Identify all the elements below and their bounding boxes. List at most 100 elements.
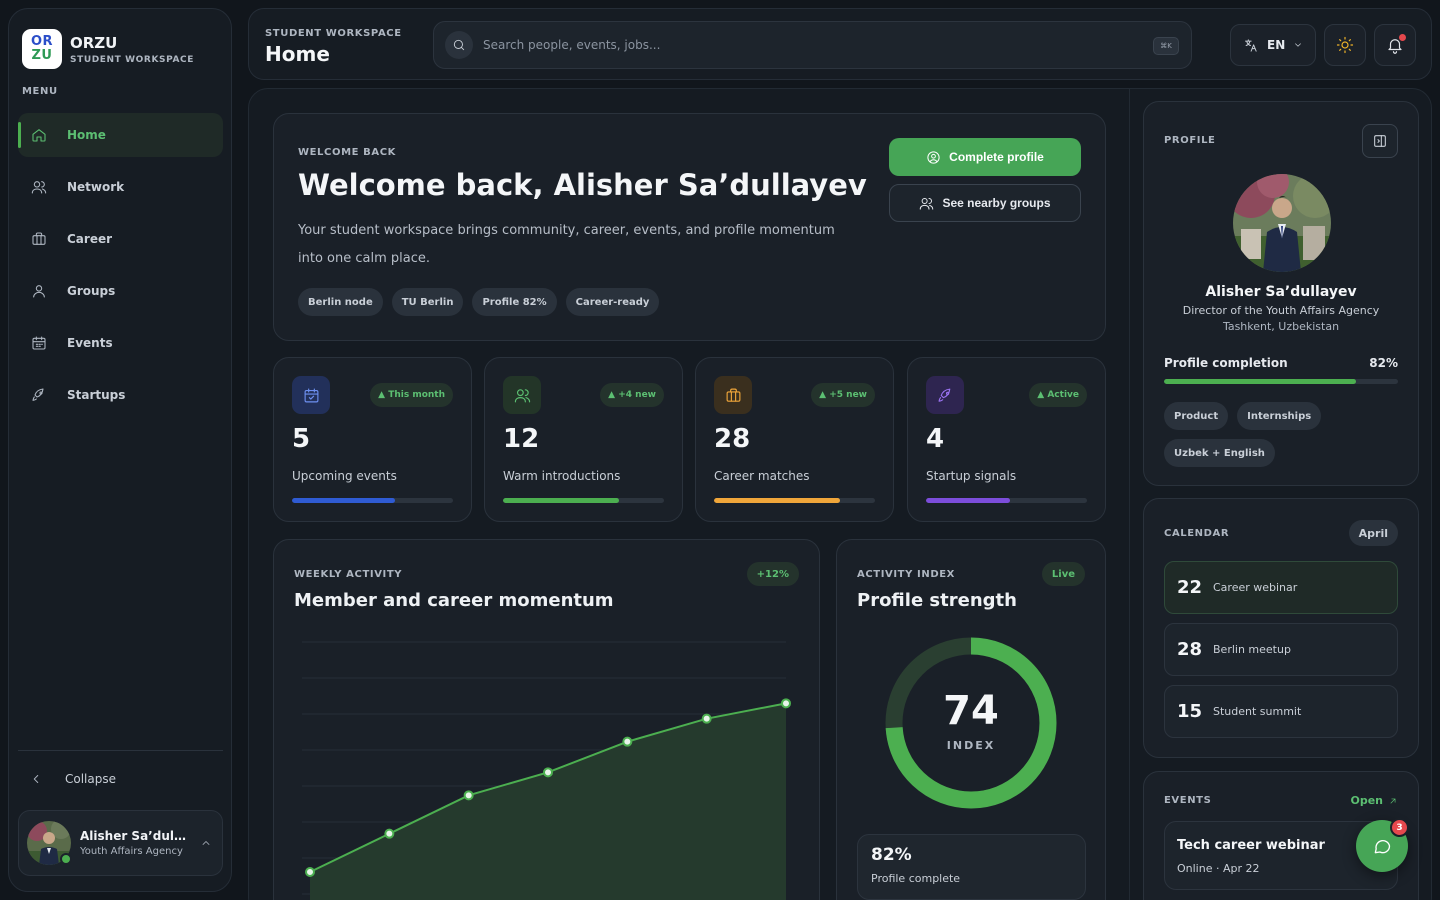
calendar-item[interactable]: 28 Berlin meetup <box>1164 623 1398 676</box>
chevron-up-icon <box>202 841 210 845</box>
momentum-area-chart <box>302 641 791 900</box>
calendar-month-selector[interactable]: April <box>1348 520 1398 546</box>
activity-index-card: ACTIVITY INDEX Profile strength Live 74 … <box>836 539 1106 900</box>
stat-badge: ▲ This month <box>370 383 453 407</box>
users-icon <box>31 181 47 194</box>
calendar-event-title: Berlin meetup <box>1213 643 1291 656</box>
welcome-card: WELCOME BACK Welcome back, Alisher Sa’du… <box>273 113 1106 341</box>
theme-toggle-button[interactable] <box>1324 24 1366 66</box>
user-icon <box>33 285 45 298</box>
user-menu-toggle[interactable] <box>200 837 212 849</box>
stat-progress-fill <box>714 498 840 503</box>
chart-data-point[interactable] <box>463 790 474 801</box>
gauge-eyebrow: ACTIVITY INDEX <box>857 569 955 580</box>
language-selector[interactable]: EN <box>1230 24 1316 66</box>
top-header: STUDENT WORKSPACE Home ⌘K EN <box>248 8 1432 80</box>
calendar-item[interactable]: 15 Student summit <box>1164 685 1398 738</box>
profile-completion-label: Profile completion <box>1164 356 1288 370</box>
brand[interactable]: OR ZU ORZU STUDENT WORKSPACE <box>22 29 194 69</box>
stat-label: Career matches <box>714 469 810 483</box>
profile-completion-fill <box>1164 379 1356 384</box>
calendar-day: 28 <box>1177 639 1203 660</box>
stat-progress-fill <box>292 498 396 503</box>
chart-data-point[interactable] <box>543 767 553 778</box>
arrow-up-right-icon <box>1390 798 1396 803</box>
brand-name: ORZU <box>70 33 118 52</box>
tag: TU Berlin <box>391 288 464 316</box>
welcome-title: Welcome back, Alisher Sa’dullayev <box>298 168 867 202</box>
calendar-eyebrow: CALENDAR <box>1164 528 1230 539</box>
briefcase-icon <box>726 388 740 402</box>
brand-subtitle: STUDENT WORKSPACE <box>70 54 195 65</box>
panel-icon <box>1374 135 1386 147</box>
sidebar-item-home[interactable]: Home <box>18 113 223 157</box>
stat-card-startup-signals[interactable]: ▲ Active 4 Startup signals <box>907 357 1106 522</box>
stat-value: 12 <box>503 424 540 454</box>
search-icon <box>445 31 473 59</box>
tag: Career-ready <box>565 288 660 316</box>
online-status-dot <box>60 853 72 865</box>
events-open-link[interactable]: Open <box>1350 794 1398 807</box>
profile-complete-box: 82% Profile complete <box>857 834 1086 900</box>
chat-bubble-icon <box>1374 840 1391 854</box>
sidebar-item-groups[interactable]: Groups <box>18 269 223 313</box>
calendar-event-title: Career webinar <box>1213 581 1298 594</box>
chat-unread-badge: 3 <box>1390 818 1409 837</box>
welcome-eyebrow: WELCOME BACK <box>298 147 396 158</box>
column-divider <box>1129 88 1130 900</box>
sidebar-item-career[interactable]: Career <box>18 217 223 261</box>
collapse-button[interactable]: Collapse <box>29 772 116 786</box>
sidebar-nav: Home Network Career Groups Events Startu… <box>18 113 223 425</box>
chart-data-point[interactable] <box>622 736 633 747</box>
sidebar: OR ZU ORZU STUDENT WORKSPACE MENU Home N… <box>8 8 232 892</box>
gauge-unit: INDEX <box>946 739 996 752</box>
profile-card: PROFILE Alisher Sa’dullayev Director of … <box>1143 101 1419 486</box>
profile-completion-track <box>1164 379 1398 384</box>
chart-title: Member and career momentum <box>294 590 614 611</box>
notifications-button[interactable] <box>1374 24 1416 66</box>
profile-complete-value: 82% <box>871 845 912 865</box>
logo-top-text: OR <box>30 34 54 49</box>
stat-badge: ▲ Active <box>1029 383 1087 407</box>
profile-location: Tashkent, Uzbekistan <box>1222 320 1340 333</box>
sidebar-item-startups[interactable]: Startups <box>18 373 223 417</box>
shortcut-hint: ⌘K <box>1153 37 1179 55</box>
complete-profile-button[interactable]: Complete profile <box>889 138 1081 176</box>
stat-value: 28 <box>714 424 751 454</box>
see-nearby-groups-button[interactable]: See nearby groups <box>889 184 1081 222</box>
event-title: Tech career webinar <box>1177 838 1325 853</box>
collapse-label: Collapse <box>65 772 116 786</box>
sidebar-item-network[interactable]: Network <box>18 165 223 209</box>
chart-data-point[interactable] <box>701 713 712 724</box>
search-input[interactable] <box>483 38 1123 52</box>
sun-icon <box>1336 36 1354 54</box>
stat-icon-box <box>292 376 330 414</box>
profile-complete-label: Profile complete <box>871 872 961 885</box>
toggle-panel-button[interactable] <box>1362 124 1398 158</box>
tag: Profile 82% <box>472 288 557 316</box>
sidebar-item-events[interactable]: Events <box>18 321 223 365</box>
sidebar-item-label: Home <box>67 128 106 142</box>
calendar-item[interactable]: 22 Career webinar <box>1164 561 1398 614</box>
language-label: EN <box>1267 38 1286 52</box>
stat-card-warm-introductions[interactable]: ▲ +4 new 12 Warm introductions <box>484 357 683 522</box>
stat-icon-box <box>503 376 541 414</box>
welcome-tags: Berlin node TU Berlin Profile 82% Career… <box>298 288 668 316</box>
menu-label: MENU <box>22 86 58 97</box>
live-badge: Live <box>1041 562 1085 586</box>
user-card[interactable]: Alisher Sa’dullayev Youth Affairs Agency <box>18 810 223 876</box>
profile-eyebrow: PROFILE <box>1164 135 1216 146</box>
chart-data-point[interactable] <box>384 828 395 839</box>
users-icon <box>920 197 934 210</box>
chart-data-point[interactable] <box>305 867 315 877</box>
search-bar[interactable]: ⌘K <box>433 21 1192 69</box>
gauge-title: Profile strength <box>857 590 1017 611</box>
profile-completion-value: 82% <box>1369 356 1398 370</box>
stat-card-career-matches[interactable]: ▲ +5 new 28 Career matches <box>695 357 894 522</box>
stat-icon-box <box>926 376 964 414</box>
stat-progress-fill <box>503 498 619 503</box>
profile-tags: Product Internships Uzbek + English <box>1164 402 1404 476</box>
chart-data-point[interactable] <box>781 698 791 709</box>
user-role: Youth Affairs Agency <box>80 846 183 857</box>
stat-card-upcoming-events[interactable]: ▲ This month 5 Upcoming events <box>273 357 472 522</box>
